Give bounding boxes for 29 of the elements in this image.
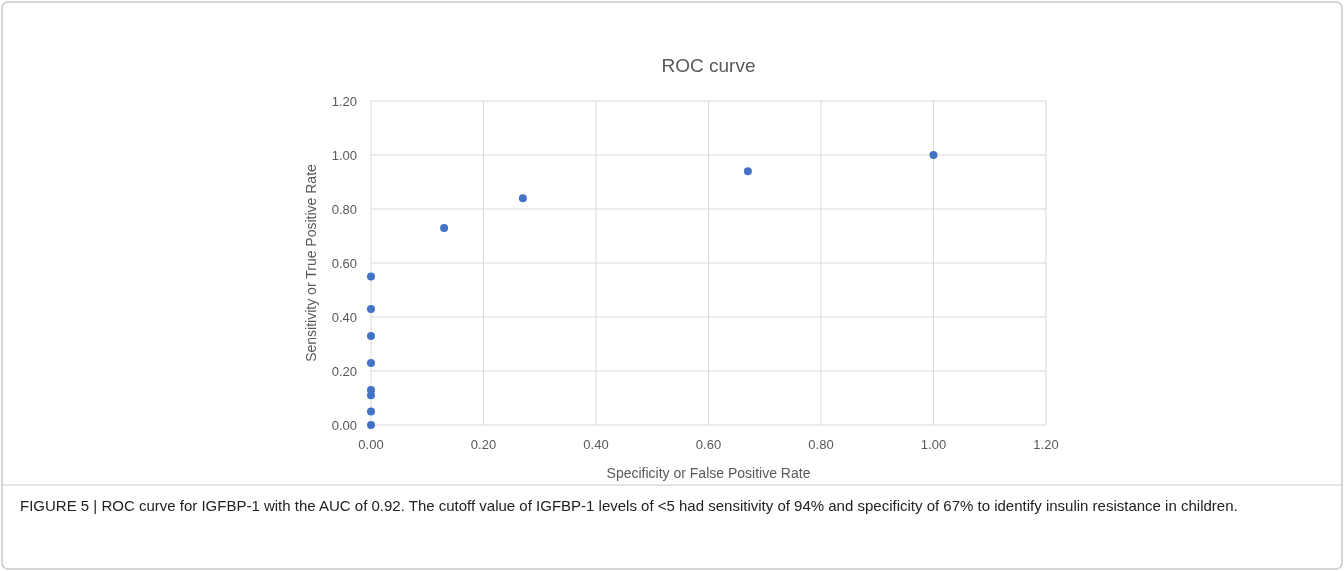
point: [367, 385, 375, 394]
y-tick-label: 0.00: [331, 417, 357, 433]
y-tick-label: 1.20: [331, 93, 357, 109]
x-axis-title: Specificity or False Positive Rate: [606, 465, 811, 481]
y-tick-label: 0.40: [331, 309, 357, 325]
point: [440, 223, 449, 232]
point: [929, 151, 938, 159]
caption: FIGURE 5 | ROC curve for IGFBP-1 with the AUC of 0.92. The cutoff value of IGFBP-1 levels of <5 had sensitivity of 94% and specificity of 67% to identify insulin resistance in children.: [20, 497, 1238, 514]
x-tick-label: 0.60: [695, 437, 722, 452]
x-tick-label: 0.00: [358, 437, 384, 452]
point: [367, 358, 375, 367]
x-tick-label: 1.00: [920, 437, 947, 452]
y-tick-label: 0.60: [331, 255, 357, 271]
x-tick-label: 1.20: [1033, 437, 1059, 452]
chart-title: ROC curve: [661, 55, 756, 76]
point: [367, 407, 375, 416]
point: [367, 272, 375, 281]
x-tick-label: 0.80: [808, 437, 834, 452]
x-tick-label: 0.20: [470, 437, 497, 452]
y-tick-label: 0.80: [331, 201, 357, 217]
point: [367, 304, 375, 313]
point: [367, 331, 375, 340]
y-tick-label: 0.20: [331, 363, 357, 379]
y-axis-title: Sensitivity or True Positive Rate: [303, 163, 319, 362]
point: [743, 167, 752, 176]
point: [367, 421, 375, 429]
y-tick-label: 1.00: [331, 147, 357, 163]
point: [518, 194, 527, 203]
x-tick-label: 0.40: [583, 437, 609, 452]
